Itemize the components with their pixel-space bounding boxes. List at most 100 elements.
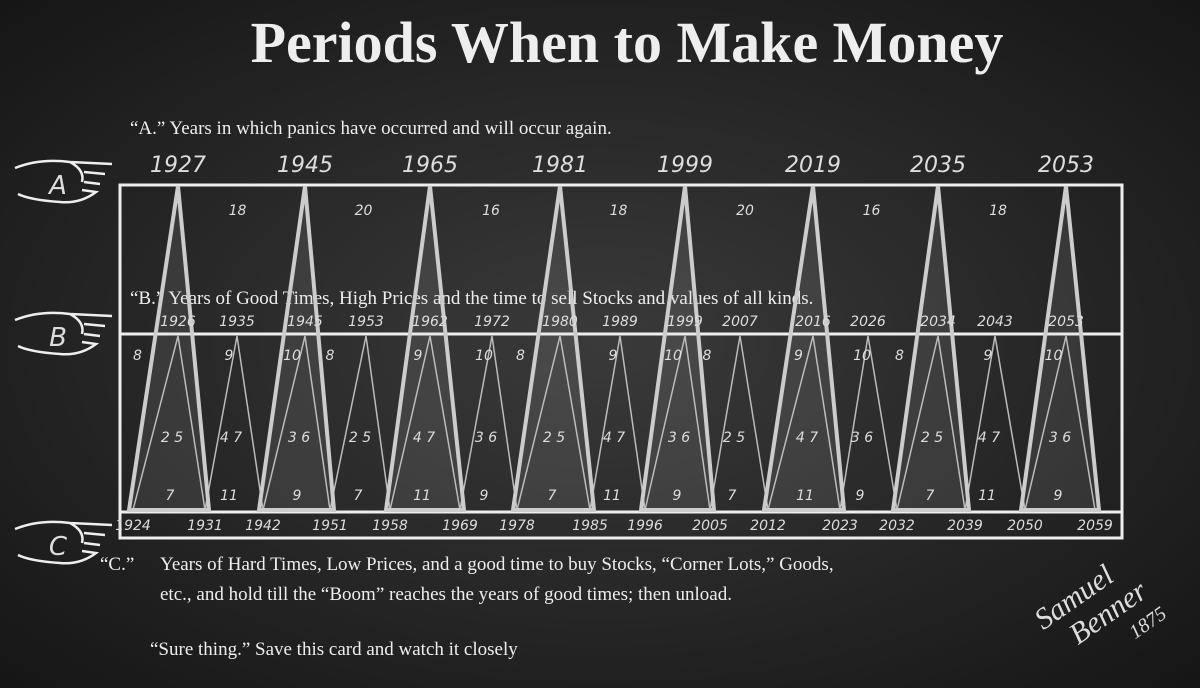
- a-interval: 20: [355, 203, 373, 219]
- b-triangle: [896, 335, 966, 511]
- b-year: 1935: [219, 314, 255, 330]
- a-interval: 16: [482, 203, 500, 219]
- b-interval: 7: [728, 488, 737, 504]
- b-interval: 3 6: [475, 430, 497, 446]
- b-triangle: [709, 335, 769, 511]
- b-interval: 11: [603, 488, 621, 504]
- pointing-hand: C: [14, 520, 113, 565]
- b-interval: 4 7: [220, 430, 242, 446]
- b-triangle: [132, 335, 206, 511]
- c-year: 1931: [187, 518, 223, 534]
- a-year: 1927: [150, 153, 206, 178]
- b-interval: 3 6: [1049, 430, 1071, 446]
- b-interval: 10: [283, 348, 301, 364]
- a-year: 2053: [1038, 153, 1094, 178]
- b-year: 2043: [977, 314, 1013, 330]
- b-interval: 9: [984, 348, 993, 364]
- b-interval: 8: [703, 348, 712, 364]
- c-year: 2032: [879, 518, 915, 534]
- a-interval: 18: [610, 203, 628, 219]
- a-triangle: [383, 185, 467, 512]
- b-year: 1945: [287, 314, 323, 330]
- b-triangle: [262, 335, 331, 511]
- a-year: 2019: [785, 153, 841, 178]
- b-interval: 8: [133, 348, 142, 364]
- c-year: 2023: [822, 518, 858, 534]
- hand-outline: [14, 520, 113, 565]
- b-interval: 9: [673, 488, 682, 504]
- a-interval: 20: [736, 203, 754, 219]
- a-interval: 18: [989, 203, 1007, 219]
- b-interval: 2 5: [349, 430, 371, 446]
- b-year: 1972: [474, 314, 510, 330]
- a-triangle: [638, 185, 717, 512]
- b-year: 1999: [667, 314, 703, 330]
- c-year: 2012: [750, 518, 786, 534]
- c-year: 2039: [947, 518, 983, 534]
- c-year: 1958: [372, 518, 408, 534]
- b-interval: 10: [664, 348, 682, 364]
- b-interval: 9: [414, 348, 423, 364]
- b-year: 1962: [412, 314, 448, 330]
- b-year: 2026: [850, 314, 886, 330]
- c-year: 2059: [1077, 518, 1113, 534]
- pointing-hand: A: [14, 159, 113, 204]
- b-interval: 9: [856, 488, 865, 504]
- b-interval: 8: [516, 348, 525, 364]
- b-triangle: [839, 335, 898, 511]
- b-triangle: [589, 335, 646, 511]
- c-year: 1996: [627, 518, 663, 534]
- a-year: 1981: [532, 153, 588, 178]
- b-interval: 10: [1045, 348, 1063, 364]
- b-triangle: [389, 335, 461, 511]
- a-interval: 16: [863, 203, 881, 219]
- c-year: 1969: [442, 518, 478, 534]
- c-caption: etc., and hold till the “Boom” reaches t…: [160, 584, 732, 605]
- hand-letter: A: [47, 171, 67, 201]
- b-triangle: [204, 335, 264, 511]
- b-interval: 2 5: [921, 430, 943, 446]
- b-interval: 8: [895, 348, 904, 364]
- cycle-lines: [126, 185, 1102, 512]
- pointing-hand: B: [14, 311, 113, 356]
- b-interval: 4 7: [413, 430, 435, 446]
- b-year: 1953: [348, 314, 384, 330]
- c-year: 2005: [692, 518, 728, 534]
- a-triangle: [510, 185, 597, 512]
- hand-outline: [14, 159, 113, 204]
- c-year: 1978: [499, 518, 535, 534]
- c-year: 1924: [115, 518, 151, 534]
- b-interval: 8: [326, 348, 335, 364]
- b-interval: 7: [354, 488, 363, 504]
- b-year: 2053: [1048, 314, 1084, 330]
- c-year: 1951: [312, 518, 348, 534]
- c-year: 2050: [1007, 518, 1043, 534]
- b-interval: 2 5: [161, 430, 183, 446]
- a-triangle: [761, 185, 847, 512]
- hand-letter: B: [49, 323, 67, 353]
- b-interval: 9: [1054, 488, 1063, 504]
- b-year: 1980: [542, 314, 578, 330]
- b-interval: 9: [794, 348, 803, 364]
- a-year: 1965: [402, 153, 458, 178]
- title: Periods When to Make Money: [251, 10, 1004, 75]
- b-triangle: [964, 335, 1026, 511]
- b-interval: 4 7: [796, 430, 818, 446]
- hand-outline: [14, 311, 113, 356]
- b-interval: 9: [480, 488, 489, 504]
- b-year: 2016: [795, 314, 831, 330]
- b-triangle: [329, 335, 391, 511]
- b-interval: 11: [978, 488, 996, 504]
- b-interval: 9: [609, 348, 618, 364]
- b-interval: 9: [225, 348, 234, 364]
- b-interval: 11: [413, 488, 431, 504]
- b-interval: 11: [796, 488, 814, 504]
- b-interval: 3 6: [288, 430, 310, 446]
- b-interval: 3 6: [851, 430, 873, 446]
- b-interval: 7: [548, 488, 557, 504]
- a-triangle: [890, 185, 972, 512]
- b-year: 2034: [920, 314, 956, 330]
